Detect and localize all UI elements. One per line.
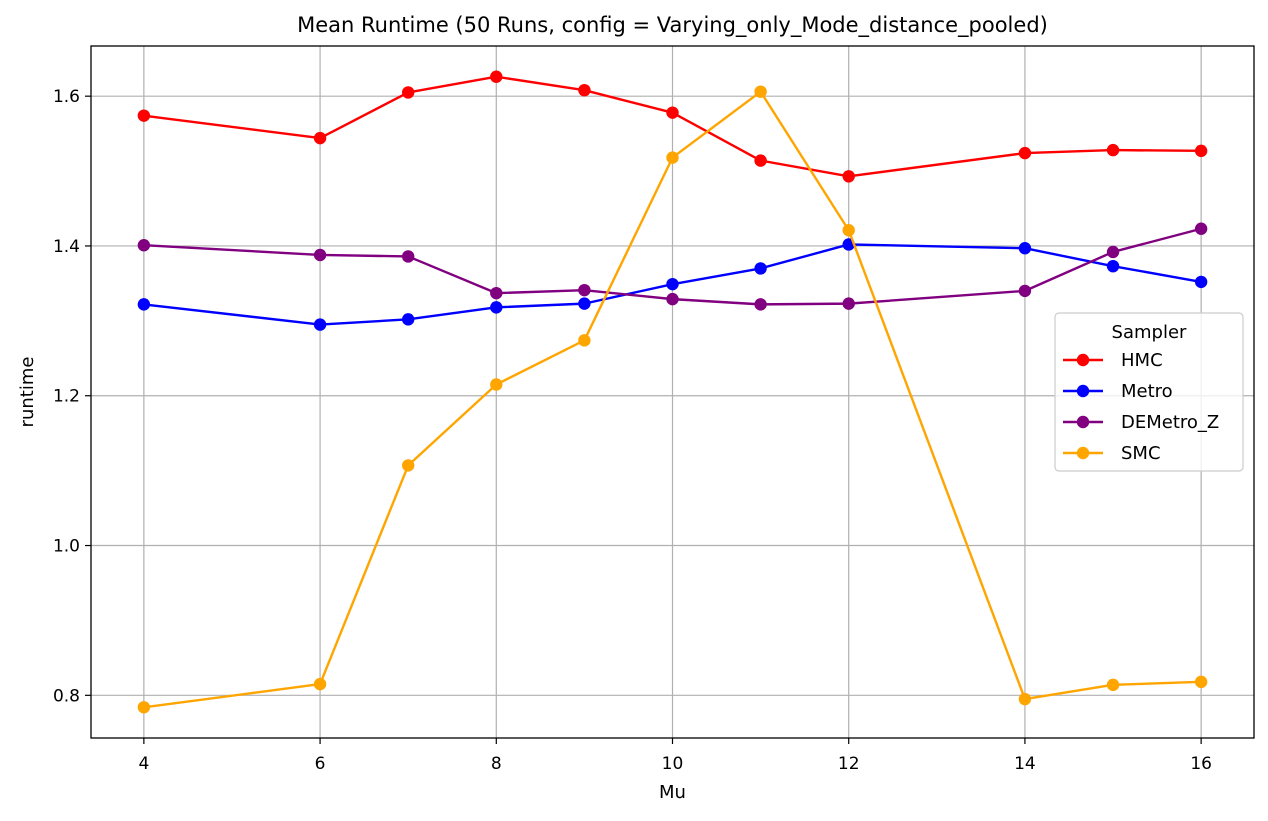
data-point — [137, 298, 151, 311]
x-tick-label: 16 — [1190, 754, 1212, 774]
series-hmc — [137, 70, 1208, 183]
y-tick-label: 1.4 — [53, 237, 80, 257]
data-point — [578, 283, 591, 297]
x-tick-label: 4 — [138, 754, 149, 774]
legend-label: HMC — [1121, 350, 1163, 371]
data-point — [401, 86, 415, 99]
data-point — [401, 313, 415, 326]
data-point — [490, 286, 503, 300]
data-point — [137, 701, 151, 714]
legend-swatch-marker — [1076, 446, 1090, 460]
data-point — [1194, 275, 1208, 289]
series-metro — [137, 238, 1208, 331]
legend-entry: HMC — [1063, 350, 1163, 371]
data-point — [490, 301, 503, 314]
data-point — [1194, 675, 1208, 689]
y-axis-label: runtime — [17, 357, 38, 428]
legend-swatch-marker — [1076, 415, 1090, 429]
data-point — [1018, 284, 1032, 298]
x-tick-label: 6 — [315, 754, 326, 774]
data-point — [1106, 245, 1120, 259]
data-point — [1018, 242, 1032, 255]
data-point — [754, 298, 767, 311]
legend-label: Metro — [1121, 381, 1173, 402]
data-point — [1018, 692, 1032, 706]
data-point — [842, 224, 855, 237]
data-point — [490, 378, 503, 391]
data-point — [578, 297, 591, 310]
legend-label: DEMetro_Z — [1121, 412, 1219, 433]
data-point — [1018, 146, 1032, 160]
data-point — [1106, 259, 1120, 273]
data-point — [313, 677, 327, 691]
legend-entry: DEMetro_Z — [1063, 412, 1219, 433]
data-point — [666, 151, 679, 164]
legend-entry: SMC — [1063, 443, 1161, 464]
x-tick-label: 8 — [491, 754, 502, 774]
data-point — [137, 239, 151, 252]
data-point — [754, 262, 767, 275]
y-tick-label: 0.8 — [53, 686, 80, 706]
y-tick-label: 1.0 — [53, 537, 80, 557]
data-point — [842, 297, 855, 310]
x-axis-label: Mu — [659, 782, 686, 803]
data-point — [313, 248, 327, 262]
legend-entries: HMC Metro DEMetro_Z SMC — [1063, 350, 1219, 464]
data-point — [578, 334, 591, 347]
data-point — [666, 277, 679, 291]
x-tick-label: 10 — [662, 754, 684, 774]
data-point — [842, 170, 855, 183]
data-point — [313, 131, 327, 145]
y-tick-label: 1.2 — [53, 387, 80, 407]
y-tick-label: 1.6 — [53, 87, 80, 107]
data-point — [1194, 144, 1208, 158]
legend-swatch-marker — [1076, 384, 1090, 398]
data-point — [754, 85, 767, 98]
data-point — [666, 292, 679, 306]
data-point — [578, 83, 591, 97]
data-point — [666, 106, 679, 119]
legend-entry: Metro — [1063, 381, 1173, 402]
data-point — [1106, 678, 1120, 692]
data-point — [313, 318, 327, 331]
legend-title: Sampler — [1112, 322, 1187, 343]
data-point — [754, 154, 767, 167]
x-tick-label: 14 — [1014, 754, 1036, 774]
data-point — [401, 459, 415, 472]
legend-swatch-marker — [1076, 353, 1090, 367]
series-demetro-z — [137, 222, 1208, 311]
data-point — [1106, 143, 1120, 157]
data-point — [137, 109, 151, 122]
x-tick-label: 12 — [838, 754, 860, 774]
legend: Sampler HMC Metro DEMetro_Z SMC — [1054, 312, 1244, 472]
tick-layer: 4 6 8 10 12 14 16 0.8 1.0 1.2 1.4 1.6 — [53, 87, 1212, 774]
series-layer — [137, 70, 1208, 714]
series-smc — [137, 85, 1208, 714]
legend-label: SMC — [1121, 443, 1161, 464]
data-point — [1194, 222, 1208, 235]
legend-box — [1054, 312, 1244, 472]
data-point — [401, 250, 415, 263]
chart-title: Mean Runtime (50 Runs, config = Varying_… — [297, 13, 1048, 38]
data-point — [490, 70, 503, 83]
